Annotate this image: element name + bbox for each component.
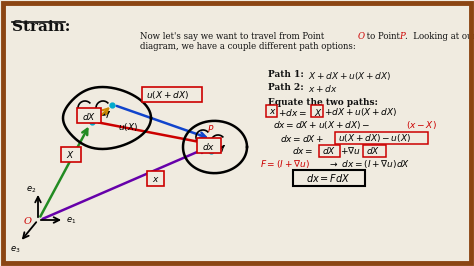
Text: P: P [399, 32, 405, 41]
FancyBboxPatch shape [77, 108, 101, 123]
Text: diagram, we have a couple different path options:: diagram, we have a couple different path… [140, 42, 356, 51]
Text: $dX$: $dX$ [322, 146, 336, 156]
Text: $+ \nabla u$: $+ \nabla u$ [340, 146, 361, 156]
Text: Equate the two paths:: Equate the two paths: [268, 98, 378, 107]
Text: $x$: $x$ [269, 107, 277, 117]
Text: $\rightarrow\; dx = (I + \nabla u)dX$: $\rightarrow\; dx = (I + \nabla u)dX$ [328, 158, 410, 170]
Text: $dx$: $dx$ [202, 140, 215, 152]
Text: $e_3$: $e_3$ [10, 245, 20, 255]
Text: $dx = dX +$: $dx = dX +$ [280, 132, 324, 143]
Text: Strain:: Strain: [12, 20, 70, 34]
FancyBboxPatch shape [197, 138, 221, 153]
Text: $+ dx =$: $+ dx =$ [278, 106, 307, 118]
Text: $x$: $x$ [152, 174, 160, 184]
Text: $X$: $X$ [314, 106, 323, 118]
Text: $dx = FdX$: $dx = FdX$ [306, 172, 351, 184]
Text: $u(X + dX) - u(X)$: $u(X + dX) - u(X)$ [338, 132, 411, 144]
FancyBboxPatch shape [147, 171, 164, 186]
FancyBboxPatch shape [61, 147, 81, 162]
Text: $dX$: $dX$ [366, 146, 380, 156]
Text: Path 1:: Path 1: [268, 70, 304, 79]
Text: $u(X)$: $u(X)$ [118, 121, 138, 133]
Text: Now let's say we want to travel from Point: Now let's say we want to travel from Poi… [140, 32, 327, 41]
Text: $dx = $: $dx = $ [292, 146, 313, 156]
Text: $(x - X)$: $(x - X)$ [406, 119, 437, 131]
Text: O: O [358, 32, 365, 41]
Text: to Point: to Point [364, 32, 402, 41]
Text: O: O [24, 218, 32, 227]
FancyBboxPatch shape [142, 87, 202, 102]
Text: $+ dX + u(X + dX)$: $+ dX + u(X + dX)$ [324, 106, 398, 118]
Text: $u(X + dX)$: $u(X + dX)$ [146, 89, 189, 101]
Text: $F = (I + \nabla u)$: $F = (I + \nabla u)$ [260, 158, 310, 170]
Text: $X + dX + u(X + dX)$: $X + dX + u(X + dX)$ [308, 70, 392, 82]
Text: $x + dx$: $x + dx$ [308, 83, 338, 94]
Text: .  Looking at our: . Looking at our [405, 32, 474, 41]
Text: $dx = dX + u(X + dX) - $: $dx = dX + u(X + dX) - $ [273, 119, 370, 131]
Text: $X$: $X$ [66, 149, 75, 160]
Text: Path 2:: Path 2: [268, 83, 304, 92]
Text: $P$: $P$ [207, 123, 214, 134]
Text: $e_2$: $e_2$ [26, 185, 36, 195]
Text: $dX$: $dX$ [82, 110, 96, 122]
Text: $e_1$: $e_1$ [66, 216, 76, 226]
